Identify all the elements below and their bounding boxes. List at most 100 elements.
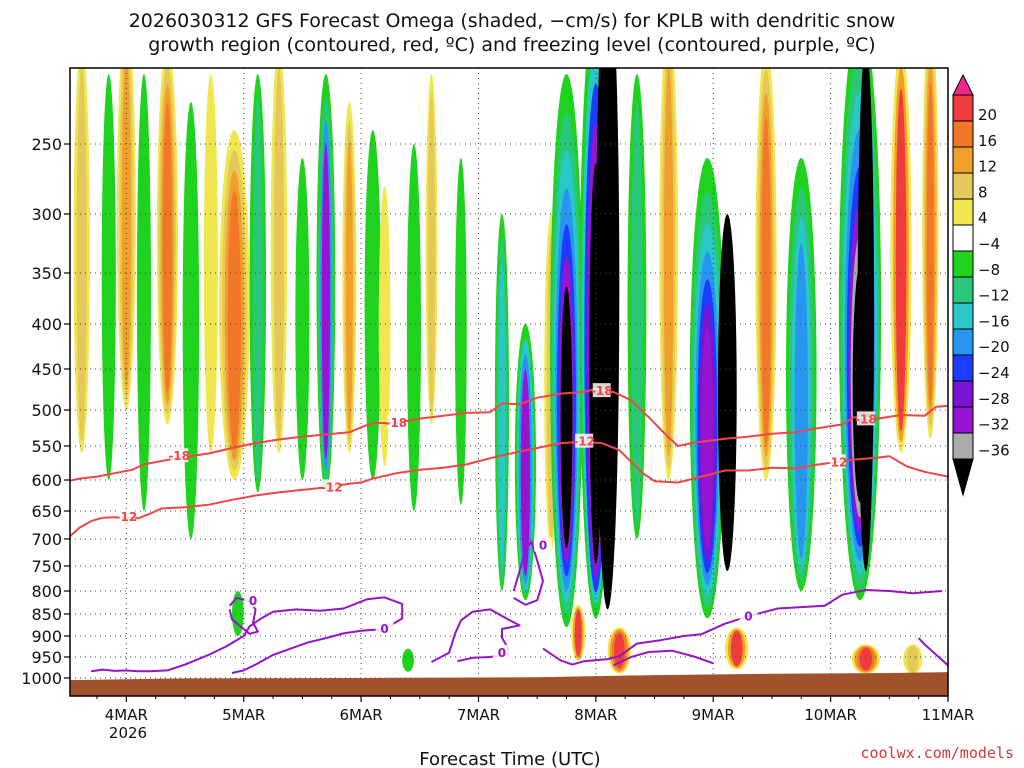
omega-field (73, 68, 939, 674)
freezing-contour (542, 589, 943, 666)
x-tick-label: 9MAR (692, 706, 735, 724)
dgz-minus12-contour (70, 440, 948, 537)
x-tick-label: 11MAR (922, 706, 975, 724)
dgz-label: -18 (385, 416, 407, 430)
omega-region (427, 91, 436, 416)
colorbar-label: −36 (978, 441, 1010, 459)
omega-region (857, 68, 875, 571)
y-tick-label: 250 (31, 135, 62, 154)
colorbar-label: −24 (978, 364, 1010, 382)
freezing-label-bg (375, 620, 394, 635)
dgz-label-bg (575, 433, 594, 448)
colorbar-label: 4 (978, 209, 988, 227)
dgz-label: -12 (321, 480, 343, 494)
x-tick-label: 7MAR (457, 706, 500, 724)
omega-region (136, 74, 151, 511)
omega-region (121, 68, 132, 388)
colorbar-cap-bottom (952, 458, 974, 497)
freezing-label: 0 (380, 622, 388, 636)
colorbar-label: 12 (978, 158, 997, 176)
colorbar-label: −20 (978, 338, 1010, 356)
colorbar-label: −28 (978, 390, 1010, 408)
omega-region (273, 68, 285, 443)
y-tick-label: 650 (31, 502, 62, 521)
colorbar: 20 16 12 8 4 −4 −8 −12 −16 −20 −24 −28 −32 −36 (952, 73, 1010, 497)
omega-region (364, 130, 382, 480)
omega-region (859, 647, 872, 671)
omega-region (101, 74, 116, 480)
omega-region (574, 609, 582, 657)
omega-region (402, 648, 414, 672)
y-tick-label: 500 (31, 401, 62, 420)
colorbar-label: 8 (978, 183, 988, 201)
colorbar-label: −12 (978, 287, 1010, 305)
omega-region (520, 369, 531, 576)
omega-region (227, 190, 242, 451)
freezing-contour (613, 649, 714, 667)
omega-region (794, 243, 808, 559)
y-tick-label: 600 (31, 471, 62, 490)
omega-region (631, 102, 643, 528)
omega-region (895, 88, 907, 432)
freezing-label: 0 (744, 610, 752, 624)
colorbar-cap-top (952, 73, 974, 96)
omega-region (498, 261, 506, 571)
dgz-label: -12 (115, 510, 137, 524)
freezing-label: 0 (498, 646, 506, 660)
omega-region (406, 144, 421, 511)
x-axis: 4MAR 5MAR 6MAR 7MAR 8MAR 9MAR 10MAR 11MAR (96, 696, 975, 724)
colorbar-label: 16 (978, 132, 997, 150)
omega-region (182, 102, 200, 539)
omega-region (162, 103, 173, 393)
colorbar-swatch (952, 354, 974, 382)
freezing-label-bg (739, 608, 758, 623)
colorbar-swatch (952, 380, 974, 408)
dgz-label-bg (856, 411, 875, 426)
freezing-label-bg (492, 644, 511, 659)
dgz-label-bg (827, 454, 846, 469)
dgz-label: -12 (573, 435, 595, 449)
colorbar-label: −4 (978, 235, 1000, 253)
dgz-label: -18 (591, 384, 613, 398)
colorbar-swatch (952, 432, 974, 460)
x-tick-label: 5MAR (222, 706, 265, 724)
omega-region (717, 214, 737, 571)
freezing-contour (512, 540, 544, 606)
y-tick-label: 950 (31, 648, 62, 667)
credit: coolwx.com/models (860, 744, 1014, 762)
x-tick-label: 6MAR (340, 706, 383, 724)
freezing-label-bg (244, 593, 263, 608)
dgz-label: -18 (855, 412, 877, 426)
y-tick-label: 400 (31, 315, 62, 334)
omega-region (203, 74, 218, 453)
colorbar-swatch (952, 120, 974, 148)
omega-region (231, 591, 244, 636)
terrain (70, 672, 948, 696)
omega-region (701, 327, 714, 548)
omega-region (455, 158, 467, 505)
y-tick-label: 700 (31, 530, 62, 549)
dgz-label: -12 (826, 455, 848, 469)
colorbar-label: −32 (978, 416, 1010, 434)
chart-title-line2: growth region (contoured, red, ºC) and f… (148, 34, 875, 56)
plot-frame (69, 67, 949, 697)
colorbar-swatch (952, 250, 974, 278)
chart-title-line1: 2026030312 GFS Forecast Omega (shaded, −… (129, 10, 896, 32)
y-tick-label: 300 (31, 205, 62, 224)
omega-region (614, 633, 625, 669)
ground-terrain (70, 672, 948, 696)
omega-region (730, 630, 743, 667)
y-tick-label: 750 (31, 557, 62, 576)
dgz-label: -18 (168, 449, 190, 463)
colorbar-swatch (952, 302, 974, 330)
y-tick-label: 1000 (21, 669, 62, 688)
colorbar-swatch (952, 94, 974, 122)
omega-region (295, 158, 310, 480)
omega-region (926, 81, 934, 406)
omega-region (906, 645, 919, 673)
dgz-label-bg (170, 448, 189, 463)
freezing-contour (228, 596, 259, 635)
y-axis: 250 300 350 400 450 500 550 600 650 700 750 800 850 9… (21, 135, 70, 688)
freezing-contour (917, 637, 948, 667)
